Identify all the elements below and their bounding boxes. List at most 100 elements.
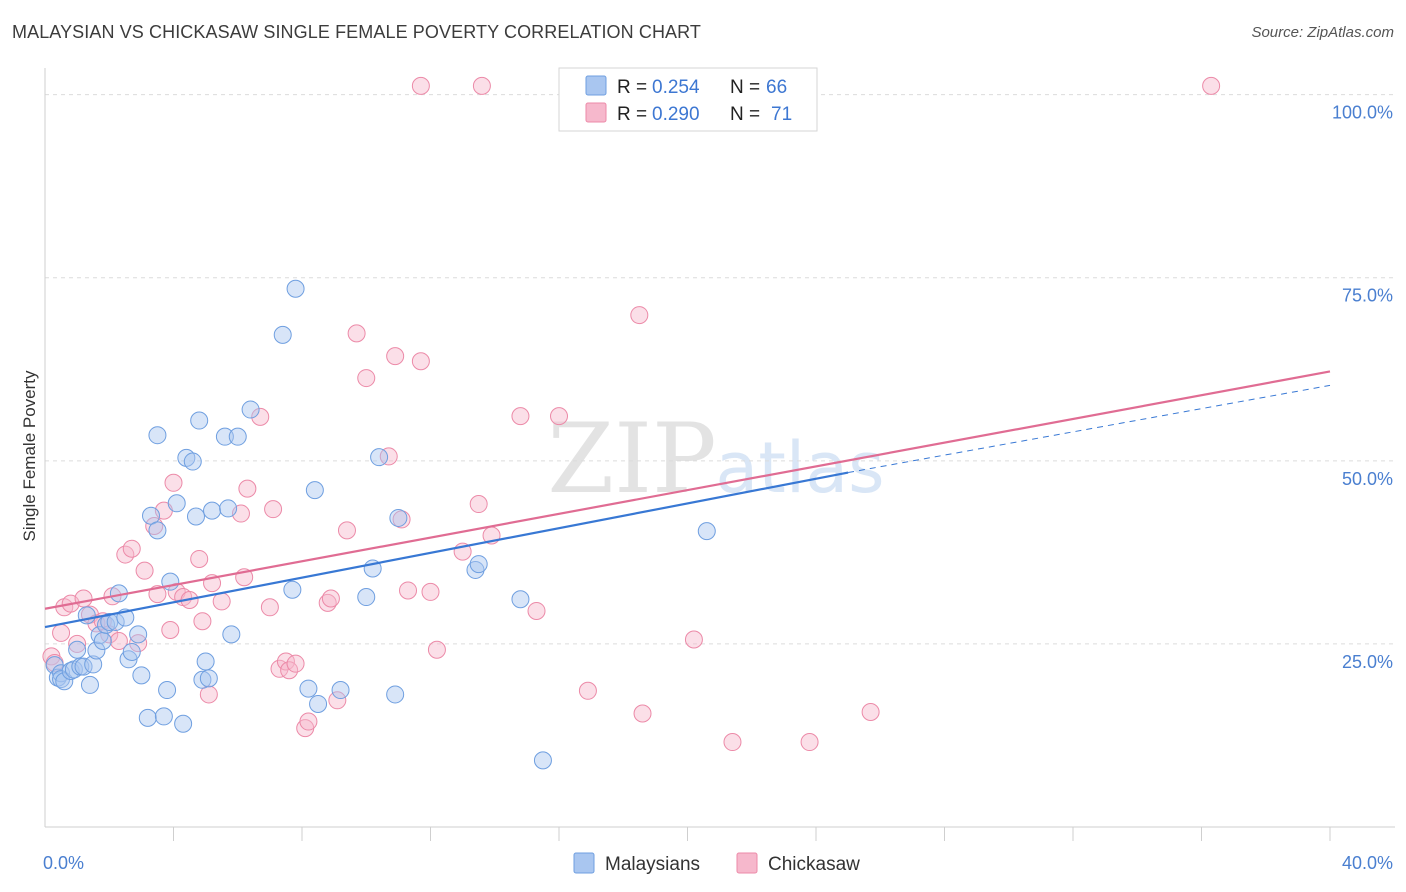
malaysians-point (138, 708, 157, 727)
malaysians-point (389, 508, 408, 527)
malaysians-trend-extension (848, 384, 1331, 474)
grid-lines (45, 94, 1395, 645)
chickasaw-point (550, 407, 568, 426)
chickasaw-point (238, 479, 257, 498)
chickasaw-point (109, 631, 128, 650)
y-tick-label: 25.0% (1342, 652, 1393, 672)
chickasaw-point (328, 691, 347, 710)
stats-r-value-1: 0.254 (652, 77, 700, 98)
chickasaw-point (511, 407, 530, 426)
x-tick-label-min: 0.0% (43, 853, 84, 873)
stats-n-label-1: N = (730, 77, 760, 98)
malaysians-point (511, 590, 530, 609)
watermark-atlas: atlas (715, 427, 884, 509)
chickasaw-point (321, 589, 340, 608)
chickasaw-point (74, 589, 93, 608)
chickasaw-point (68, 634, 87, 653)
malaysians-point (228, 427, 247, 446)
chickasaw-points (42, 76, 1221, 752)
chickasaw-point (190, 549, 209, 568)
malaysians-point (148, 426, 167, 445)
legend-malaysians-swatch (573, 852, 595, 874)
chickasaw-point (633, 704, 652, 723)
malaysians-point (309, 694, 328, 713)
malaysians-point (87, 641, 106, 660)
malaysians-point (129, 625, 148, 644)
stats-legend: R = 0.254 N = 66 R = 0.290 N = 71 (558, 67, 818, 132)
chickasaw-point (212, 592, 231, 611)
bottom-legend: Malaysians Chickasaw (573, 852, 860, 875)
y-tick-label: 100.0% (1332, 103, 1393, 123)
chickasaw-point (427, 640, 446, 659)
malaysians-point (93, 631, 112, 650)
axes (44, 68, 1395, 841)
watermark: ZIP atlas (547, 403, 884, 515)
stats-r-value-2: 0.290 (652, 104, 700, 125)
source-label: Source: ZipAtlas.com (1251, 24, 1394, 41)
chickasaw-point (280, 661, 299, 680)
malaysians-point (154, 707, 173, 726)
chickasaw-point (193, 612, 212, 631)
chickasaw-point (469, 495, 488, 514)
malaysians-point (386, 685, 405, 704)
malaysians-point (466, 560, 485, 579)
chickasaw-point (399, 581, 418, 600)
malaysians-point (158, 681, 177, 700)
chickasaw-point (251, 407, 270, 426)
chickasaw-point (578, 681, 597, 700)
malaysians-point (286, 279, 305, 298)
chickasaw-point (723, 733, 742, 752)
stats-legend-blue-swatch (585, 75, 607, 96)
stats-r-label-2: R = (617, 104, 647, 125)
stats-n-label-2: N = (730, 104, 760, 125)
chickasaw-point (264, 500, 283, 519)
chickasaw-point (421, 582, 440, 601)
stats-legend-pink-swatch (585, 102, 607, 123)
chickasaw-point (52, 623, 71, 642)
malaysians-point (132, 666, 151, 685)
stats-n-value-2: 71 (771, 104, 792, 125)
chickasaw-point (411, 352, 430, 371)
malaysians-point (273, 325, 292, 344)
malaysians-point (299, 679, 318, 698)
watermark-zip: ZIP (547, 403, 716, 515)
malaysians-point (148, 521, 167, 540)
chickasaw-point (630, 306, 649, 325)
chickasaw-point (337, 521, 356, 540)
chickasaw-trend-line (44, 370, 1331, 610)
chickasaw-point (164, 473, 183, 492)
malaysians-point (305, 481, 324, 500)
legend-malaysians-label: Malaysians (605, 854, 700, 875)
malaysians-point (331, 681, 350, 700)
chart-title: MALAYSIAN VS CHICKASAW SINGLE FEMALE POV… (12, 22, 702, 42)
chickasaw-point (1202, 76, 1221, 95)
malaysians-point (90, 626, 109, 645)
chickasaw-point (122, 539, 141, 558)
malaysians-point (370, 448, 389, 467)
tick-labels: 25.0% 50.0% 75.0% 100.0% 0.0% 40.0% (43, 103, 1393, 873)
malaysians-point (55, 672, 74, 691)
chickasaw-point (392, 510, 411, 529)
malaysians-point (199, 669, 218, 688)
malaysians-point (533, 751, 552, 770)
malaysians-point (190, 411, 209, 430)
malaysians-point (193, 670, 212, 689)
chickasaw-point (411, 76, 430, 95)
chickasaw-point (472, 76, 491, 95)
malaysians-point (174, 714, 193, 733)
malaysians-point (80, 675, 99, 694)
y-tick-label: 75.0% (1342, 286, 1393, 306)
malaysians-trend-line (44, 471, 849, 629)
y-tick-label: 50.0% (1342, 469, 1393, 489)
trend-lines (44, 370, 1331, 629)
malaysians-points (45, 279, 716, 770)
chickasaw-point (379, 447, 398, 466)
legend-chickasaw-swatch (736, 852, 758, 874)
chickasaw-point (260, 598, 279, 617)
malaysians-point (469, 555, 488, 574)
stats-n-value-1: 66 (766, 77, 787, 98)
malaysians-point (357, 588, 376, 607)
stats-r-label-1: R = (617, 77, 647, 98)
malaysians-point (196, 652, 215, 671)
